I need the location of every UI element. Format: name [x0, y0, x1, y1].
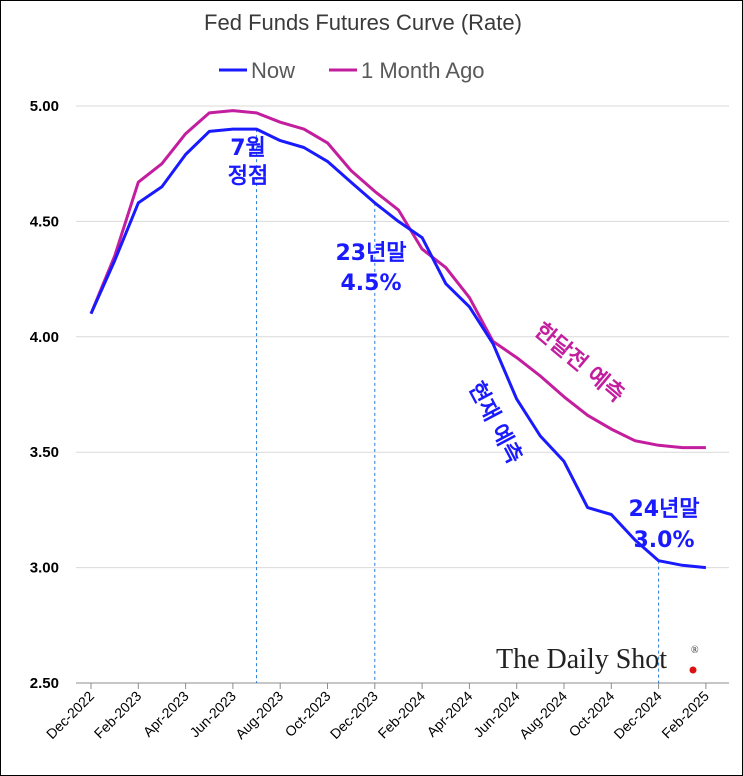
- y-tick-label: 3.50: [30, 444, 59, 461]
- y-tick-label: 3.00: [30, 560, 59, 577]
- x-tick-label: Feb-2023: [91, 688, 145, 742]
- annotation-text: 24년말: [628, 497, 699, 522]
- annotation-text: 한달전 예측: [529, 318, 628, 407]
- legend-label-1-month-ago: 1 Month Ago: [361, 58, 485, 83]
- daily-shot-logo: The Daily Shot ®: [496, 644, 699, 675]
- x-tick-label: Aug-2023: [232, 688, 286, 742]
- y-tick-label: 2.50: [30, 675, 59, 692]
- gridlines: [76, 105, 729, 684]
- legend: Now 1 Month Ago: [219, 58, 485, 83]
- series-line-now: [89, 127, 707, 570]
- x-tick-label: Oct-2024: [565, 688, 617, 740]
- x-tick-label: Apr-2024: [423, 688, 475, 740]
- y-axis: 5.00 4.50 4.00 3.50 3.00 2.50: [30, 98, 59, 692]
- y-tick-label: 4.50: [30, 213, 59, 230]
- annotation: 한달전 예측: [529, 318, 628, 407]
- x-axis: Dec-2022Feb-2023Apr-2023Jun-2023Aug-2023…: [43, 683, 712, 742]
- x-tick-label: Feb-2025: [658, 688, 712, 742]
- x-tick-label: Dec-2022: [43, 688, 97, 742]
- brand-red-dot: [689, 666, 697, 674]
- x-tick-label: Jun-2024: [470, 688, 523, 741]
- y-tick-label: 5.00: [30, 98, 59, 115]
- brand-registered-mark: ®: [691, 645, 699, 656]
- annotation-text: 7월: [230, 136, 266, 161]
- x-tick-label: Apr-2023: [140, 688, 192, 740]
- annotation-text: 3.0%: [633, 528, 694, 553]
- y-tick-label: 4.00: [30, 329, 59, 346]
- x-tick-label: Dec-2023: [327, 688, 381, 742]
- reference-lines: [256, 129, 660, 683]
- annotation-text: 현재 예측: [463, 378, 527, 468]
- legend-label-now: Now: [251, 58, 295, 83]
- series-line-1-month-ago: [89, 109, 706, 450]
- brand-name: The Daily Shot: [496, 644, 667, 675]
- annotation: 24년말 3.0%: [628, 497, 699, 553]
- annotation: 23년말 4.5%: [335, 241, 406, 296]
- x-tick-label: Jun-2023: [186, 688, 239, 741]
- chart-title: Fed Funds Futures Curve (Rate): [204, 10, 522, 35]
- x-tick-label: Dec-2024: [610, 688, 664, 742]
- annotation-text: 정점: [228, 164, 268, 189]
- x-tick-label: Oct-2023: [282, 688, 334, 740]
- series-lines: [89, 109, 707, 570]
- x-tick-label: Aug-2024: [516, 688, 570, 742]
- annotation-text: 4.5%: [340, 271, 401, 296]
- x-tick-label: Feb-2024: [375, 688, 429, 742]
- annotation-text: 23년말: [335, 241, 406, 266]
- annotation: 현재 예측: [463, 378, 527, 468]
